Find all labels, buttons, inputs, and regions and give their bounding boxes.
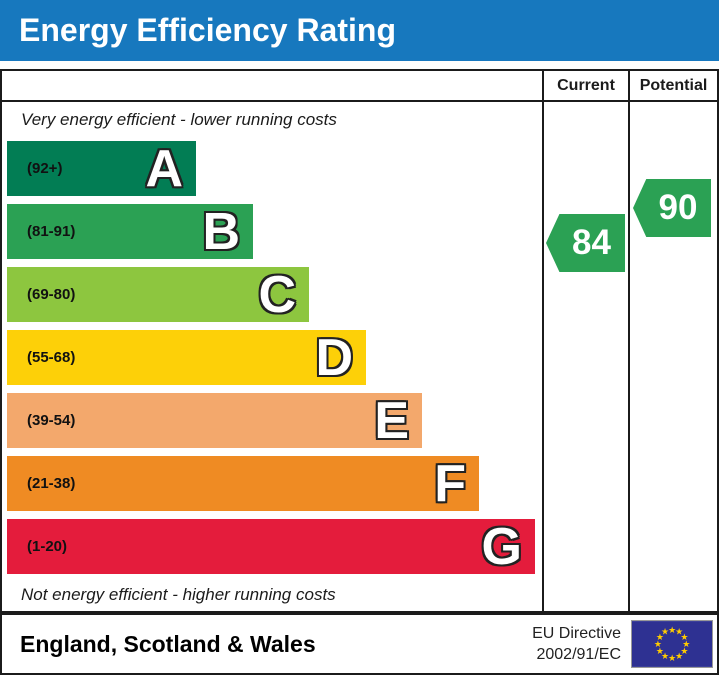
band-c-letter: C <box>258 265 296 324</box>
band-d-letter: D <box>315 328 353 387</box>
potential-column: 90 <box>628 102 717 611</box>
current-rating-arrow: 84 <box>546 214 625 272</box>
band-g-range: (1-20) <box>27 538 68 555</box>
band-d-range: (55-68) <box>27 349 76 366</box>
eu-directive-line2: 2002/91/EC <box>536 646 621 663</box>
eu-directive-label: EU Directive 2002/91/EC <box>532 623 621 665</box>
svg-text:★: ★ <box>661 627 669 637</box>
band-c: (69-80) C <box>7 267 309 322</box>
svg-text:★: ★ <box>675 627 683 637</box>
band-d: (55-68) D <box>7 330 366 385</box>
band-a-range: (92+) <box>27 160 63 177</box>
footer-bar: England, Scotland & Wales EU Directive 2… <box>0 613 719 675</box>
eu-directive-line1: EU Directive <box>532 625 621 642</box>
svg-text:★: ★ <box>668 625 676 635</box>
svg-text:★: ★ <box>668 653 676 663</box>
eu-flag-icon: ★ ★★★★★★★★★★★ <box>631 620 713 668</box>
band-b: (81-91) B <box>7 204 253 259</box>
note-very-efficient: Very energy efficient - lower running co… <box>21 110 337 129</box>
svg-text:★: ★ <box>656 646 664 656</box>
band-f: (21-38) F <box>7 456 479 511</box>
column-header-current: Current <box>542 71 628 102</box>
band-a-letter: A <box>145 139 183 198</box>
current-rating-value: 84 <box>572 223 611 262</box>
band-e-range: (39-54) <box>27 412 76 429</box>
band-c-range: (69-80) <box>27 286 76 303</box>
band-a: (92+) A <box>7 141 196 196</box>
svg-text:★: ★ <box>680 632 688 642</box>
potential-rating-arrow: 90 <box>633 179 711 237</box>
band-f-range: (21-38) <box>27 475 76 492</box>
note-not-efficient: Not energy efficient - higher running co… <box>21 585 336 604</box>
band-b-letter: B <box>202 202 240 261</box>
svg-text:★: ★ <box>682 639 690 649</box>
bands-area: Very energy efficient - lower running co… <box>2 102 542 611</box>
band-e-letter: E <box>374 391 409 450</box>
band-b-range: (81-91) <box>27 223 76 240</box>
current-column: 84 <box>542 102 628 611</box>
band-g-letter: G <box>481 517 522 576</box>
rating-bands: (92+) A (81-91) B (69-80) C (55-68) D (3… <box>7 141 535 582</box>
potential-rating-value: 90 <box>658 188 698 227</box>
svg-text:★: ★ <box>656 632 664 642</box>
band-e: (39-54) E <box>7 393 422 448</box>
svg-text:★: ★ <box>661 651 669 661</box>
column-header-potential: Potential <box>628 71 717 102</box>
region-label: England, Scotland & Wales <box>20 630 316 657</box>
page-title: Energy Efficiency Rating <box>19 12 396 48</box>
title-bar: Energy Efficiency Rating <box>0 0 719 61</box>
svg-text:★: ★ <box>680 646 688 656</box>
header-spacer <box>2 71 542 102</box>
svg-text:★: ★ <box>675 651 683 661</box>
band-g: (1-20) G <box>7 519 535 574</box>
svg-text:★: ★ <box>654 639 662 649</box>
band-f-letter: F <box>434 454 466 513</box>
rating-table: Current Potential Very energy efficient … <box>0 69 719 613</box>
